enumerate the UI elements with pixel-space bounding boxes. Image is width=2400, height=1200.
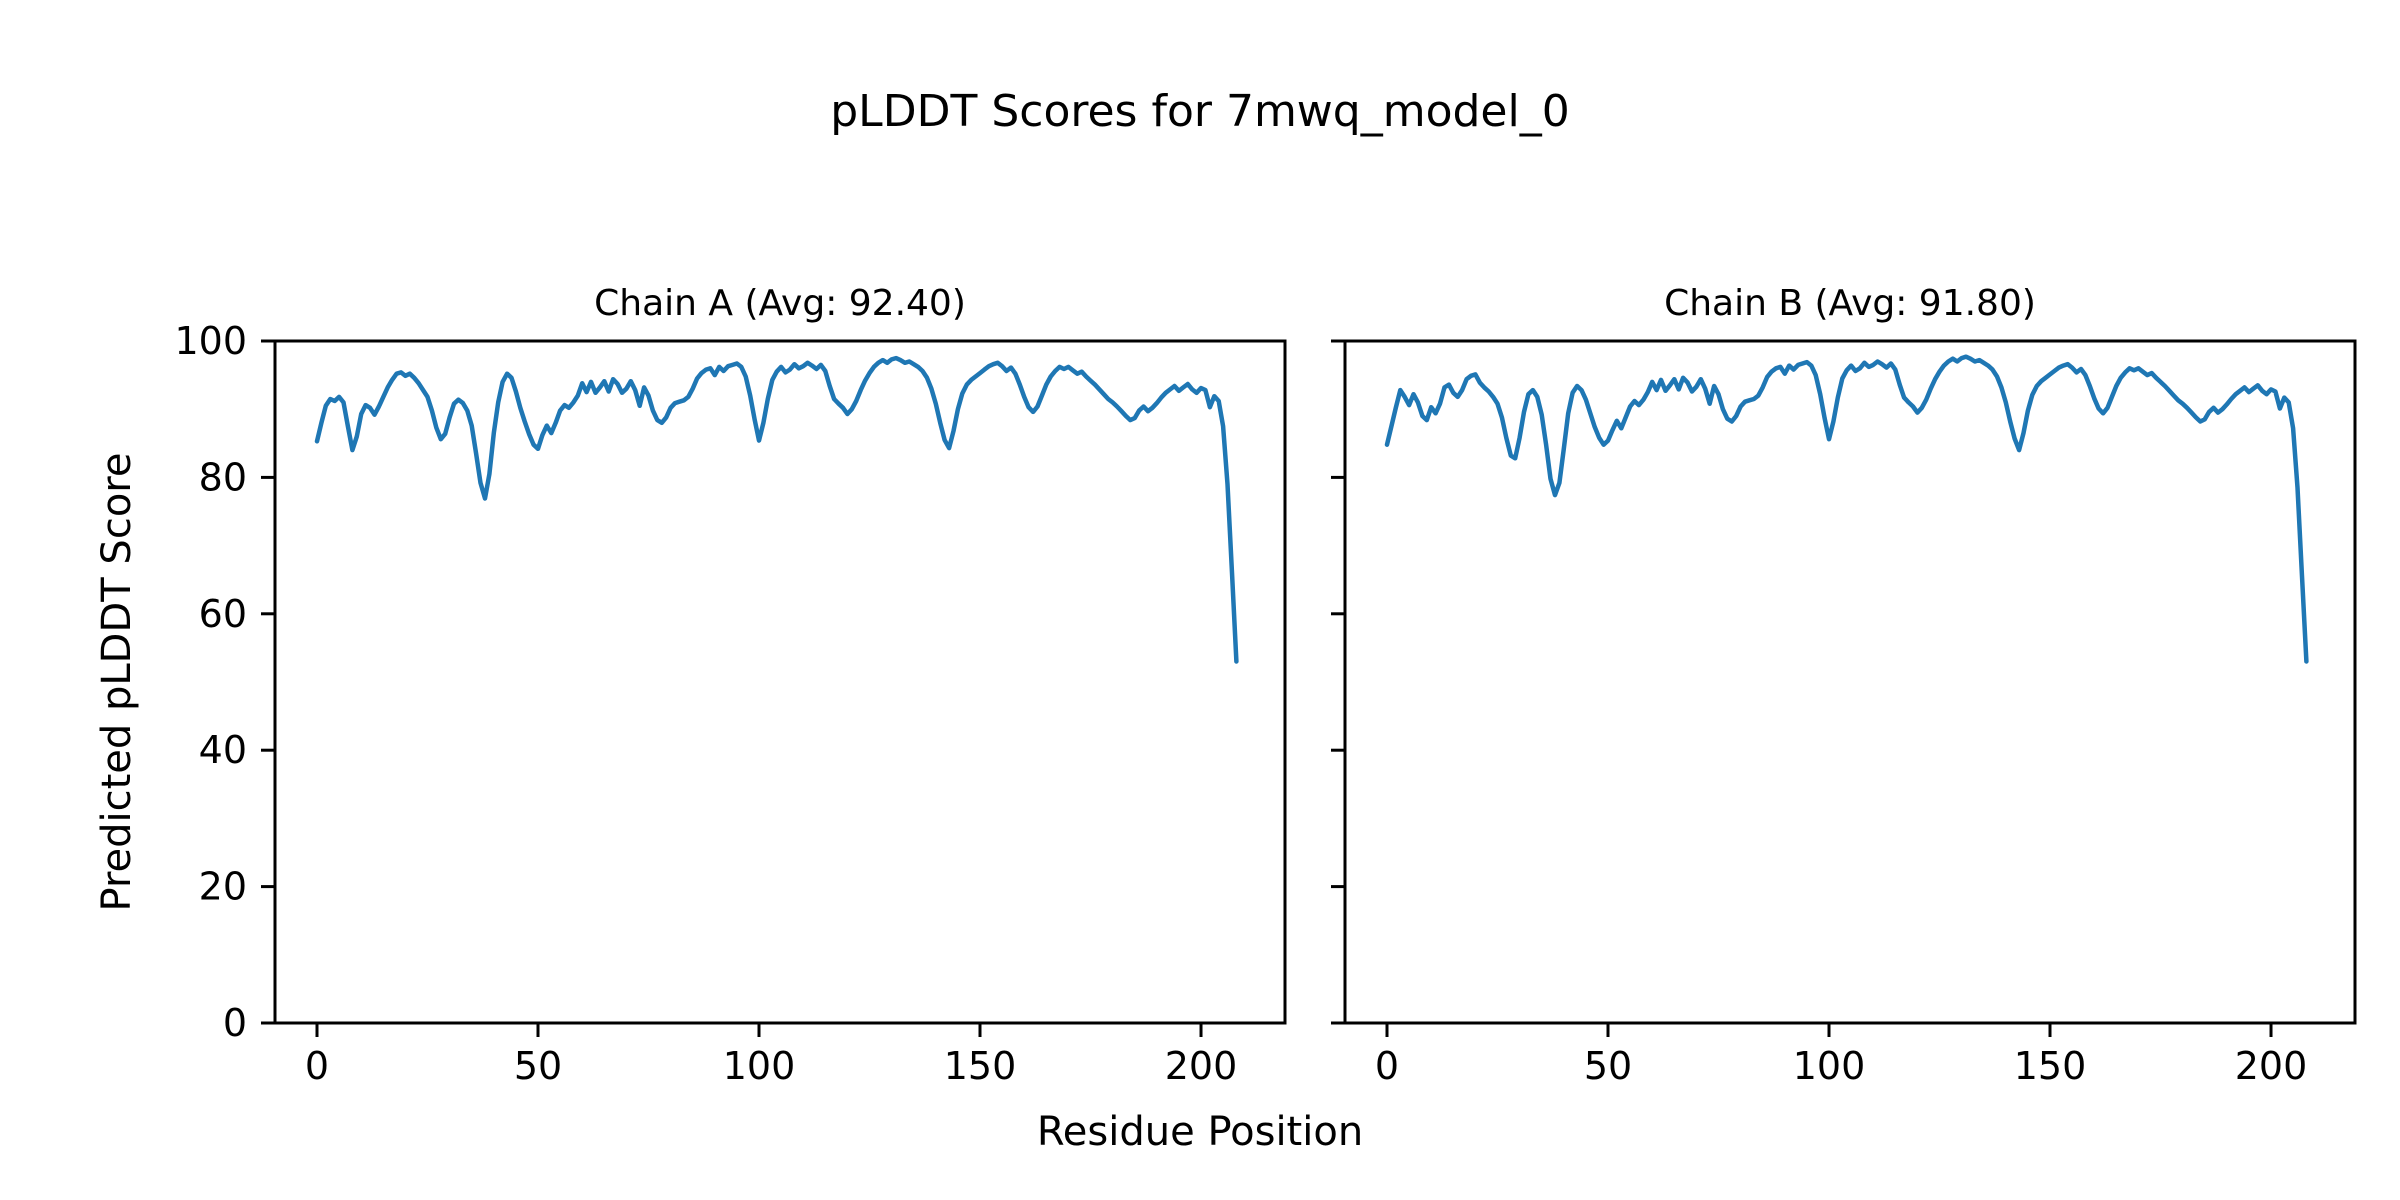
y-tick-label: 40: [199, 728, 247, 772]
x-tick-label: 50: [1584, 1044, 1632, 1088]
subplot-chain-b: 0 50 100 150 200: [1331, 339, 2357, 1088]
x-tick-label: 200: [1165, 1044, 1238, 1088]
x-tick-label: 100: [1793, 1044, 1866, 1088]
x-tick-label: 50: [514, 1044, 562, 1088]
y-tick-label: 0: [223, 1001, 247, 1045]
plddt-line-chain-a: [314, 355, 1239, 664]
subplot-title-chain-b: Chain B (Avg: 91.80): [1664, 283, 2036, 324]
y-tick-label: 100: [174, 319, 247, 363]
axes-frame: [273, 339, 1287, 1025]
x-tick-label: 200: [2235, 1044, 2308, 1088]
y-tick-label: 80: [199, 455, 247, 499]
y-tick-label: 60: [199, 592, 247, 636]
x-tick-label: 0: [305, 1044, 329, 1088]
subplot-chain-a: 0 50 100 150 200 0 20 40 60 80 100: [174, 319, 1287, 1088]
x-tick-label: 0: [1375, 1044, 1399, 1088]
y-tick-label: 20: [199, 865, 247, 909]
axes-frame: [1343, 339, 2357, 1025]
x-tick-label: 150: [944, 1044, 1017, 1088]
x-axis-label: Residue Position: [1036, 1109, 1364, 1155]
x-tick-label: 150: [2014, 1044, 2087, 1088]
subplot-title-chain-a: Chain A (Avg: 92.40): [594, 283, 966, 324]
x-tick-label: 100: [723, 1044, 796, 1088]
plddt-line-chain-b: [1384, 354, 2309, 664]
y-axis-label: Predicted pLDDT Score: [94, 452, 140, 912]
figure-title: pLDDT Scores for 7mwq_model_0: [830, 86, 1570, 137]
